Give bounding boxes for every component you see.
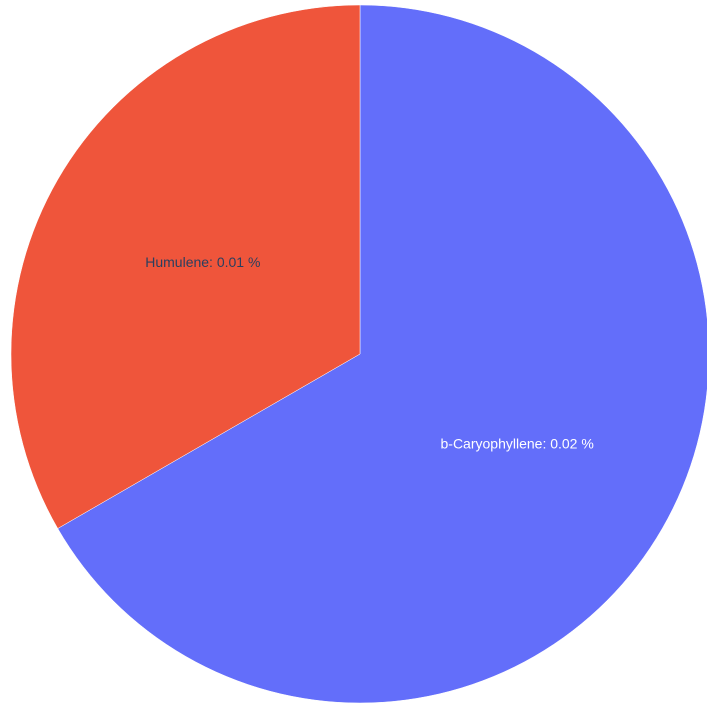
pie-slice-humulene[interactable] bbox=[10, 4, 361, 529]
labels-layer: b-Caryophyllene: 0.02 % Humulene: 0.01 % bbox=[145, 254, 594, 451]
slices-layer bbox=[10, 4, 707, 704]
pie-slice-b-caryophyllene[interactable] bbox=[57, 4, 707, 704]
slice-label-humulene: Humulene: 0.01 % bbox=[145, 254, 260, 270]
slice-label-b-caryophyllene: b-Caryophyllene: 0.02 % bbox=[441, 435, 594, 451]
